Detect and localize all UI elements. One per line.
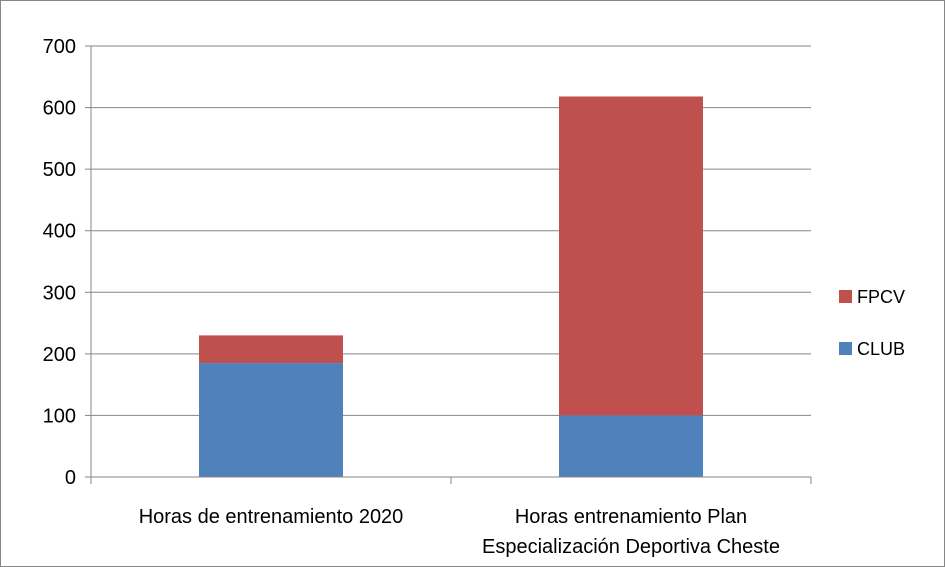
bars — [199, 96, 703, 477]
y-tick-label: 100 — [43, 405, 76, 427]
legend-swatch-fpcv — [839, 290, 852, 303]
x-category-label: Especialización Deportiva Cheste — [482, 536, 780, 558]
y-tick-label: 500 — [43, 159, 76, 181]
y-tick-label: 400 — [43, 221, 76, 243]
legend: FPCV CLUB — [839, 287, 905, 359]
legend-label-club: CLUB — [857, 339, 905, 359]
axes — [85, 45, 812, 484]
y-tick-label: 300 — [43, 282, 76, 304]
y-tick-label: 0 — [65, 467, 76, 489]
x-category-label: Horas entrenamiento Plan — [515, 506, 747, 528]
y-tick-label: 700 — [43, 36, 76, 58]
bar-fpcv-2 — [559, 96, 703, 416]
y-tick-label: 600 — [43, 98, 76, 120]
bar-club-2 — [559, 415, 703, 477]
y-axis-tick-labels: 0 100 200 300 400 500 600 700 — [43, 36, 76, 489]
bar-fpcv-1 — [199, 335, 343, 364]
x-category-label: Horas de entrenamiento 2020 — [139, 506, 404, 528]
legend-swatch-club — [839, 342, 852, 355]
bar-club-1 — [199, 363, 343, 477]
y-tick-label: 200 — [43, 344, 76, 366]
x-axis-category-labels: Horas de entrenamiento 2020 Horas entrena… — [139, 506, 780, 558]
legend-label-fpcv: FPCV — [857, 287, 905, 307]
